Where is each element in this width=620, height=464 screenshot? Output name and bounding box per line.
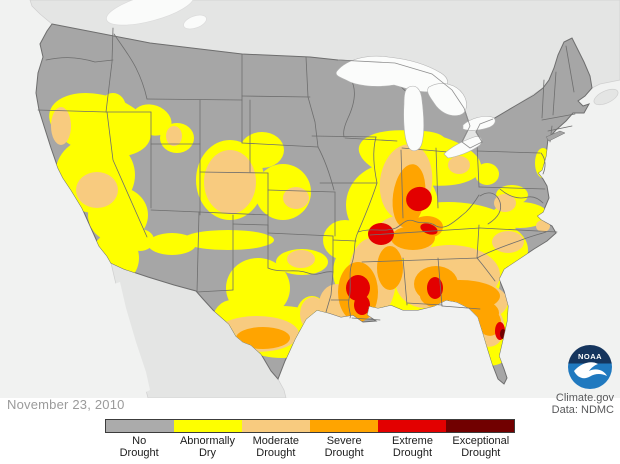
lake-huron bbox=[427, 83, 467, 116]
lake-erie bbox=[443, 136, 482, 159]
legend-label-0: No Drought bbox=[119, 435, 159, 459]
noaa-logo-text: NOAA bbox=[578, 352, 602, 361]
drought-area-level-4 bbox=[354, 295, 370, 315]
attribution-data-credit: Data: NDMC bbox=[551, 403, 614, 416]
drought-area-level-2 bbox=[448, 156, 470, 174]
drought-area-level-2 bbox=[76, 172, 118, 208]
drought-area-level-4 bbox=[346, 275, 370, 301]
legend-swatch-3 bbox=[310, 420, 378, 432]
drought-area-level-1 bbox=[475, 163, 499, 185]
great-lakes bbox=[335, 55, 496, 159]
drought-area-level-2 bbox=[536, 220, 550, 232]
legend-swatch-4 bbox=[378, 420, 446, 432]
legend-swatch-2 bbox=[242, 420, 310, 432]
drought-area-level-3 bbox=[236, 327, 290, 349]
attribution-source: Climate.gov bbox=[555, 392, 614, 404]
drought-area-level-1 bbox=[100, 93, 126, 123]
drought-area-level-1 bbox=[240, 132, 284, 168]
lake-ontario bbox=[462, 116, 496, 131]
drought-area-level-3 bbox=[476, 308, 502, 336]
legend-swatch-1 bbox=[174, 420, 242, 432]
legend-label-4: Extreme Drought bbox=[391, 435, 433, 459]
drought-severity-layer bbox=[49, 63, 551, 366]
drought-area-level-2 bbox=[287, 250, 315, 268]
drought-area-level-2 bbox=[204, 150, 256, 214]
drought-area-level-1 bbox=[182, 230, 274, 250]
map-date-label: November 23, 2010 bbox=[7, 397, 125, 412]
legend-swatch-5 bbox=[446, 420, 514, 432]
state-borders bbox=[37, 27, 576, 321]
lake-michigan bbox=[403, 85, 425, 152]
drought-area-level-4 bbox=[406, 186, 432, 212]
drought-area-level-2 bbox=[51, 107, 71, 145]
drought-area-level-2 bbox=[166, 126, 182, 146]
drought-legend: No Drought Abnormally Dry Moderate Drought Sev… bbox=[105, 419, 515, 459]
drought-area-level-2 bbox=[492, 231, 524, 253]
attribution: Climate.gov Data: NDMC bbox=[551, 392, 614, 416]
legend-labels: No Drought Abnormally Dry Moderate Drought Sev… bbox=[105, 435, 515, 459]
drought-area-level-2 bbox=[283, 187, 309, 209]
us-drought-map bbox=[0, 0, 620, 398]
noaa-logo-sky bbox=[568, 345, 612, 364]
legend-swatch-0 bbox=[106, 420, 174, 432]
gulf-of-california bbox=[114, 282, 150, 392]
legend-color-bar bbox=[105, 419, 515, 433]
drought-area-level-2 bbox=[494, 194, 516, 212]
drought-area-level-3 bbox=[377, 246, 403, 290]
legend-label-1: Abnormally Dry bbox=[179, 435, 235, 459]
vancouver-island bbox=[106, 0, 207, 30]
noaa-logo: NOAA bbox=[568, 345, 612, 389]
seagull-icon bbox=[574, 362, 607, 379]
legend-label-5: Exceptional Drought bbox=[452, 435, 510, 459]
long-island bbox=[545, 130, 566, 142]
legend-label-3: Severe Drought bbox=[324, 435, 364, 459]
drought-area-level-4 bbox=[427, 277, 443, 299]
legend-label-2: Moderate Drought bbox=[252, 435, 300, 459]
international-border-through-lakes bbox=[337, 59, 494, 149]
nova-scotia bbox=[593, 88, 619, 106]
drought-area-level-1 bbox=[126, 229, 154, 251]
